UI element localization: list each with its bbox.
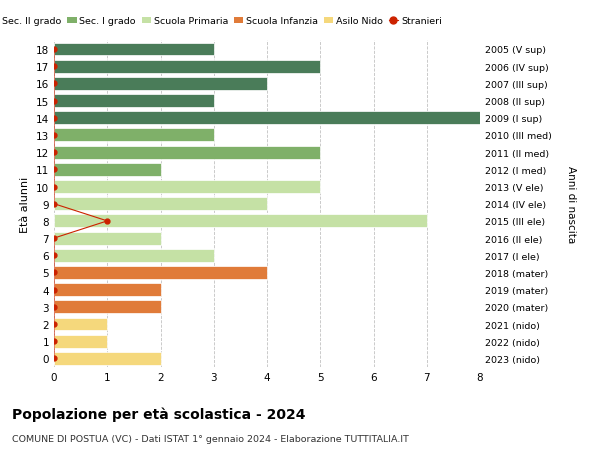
Bar <box>54 232 161 245</box>
Bar <box>54 112 480 125</box>
Text: Popolazione per età scolastica - 2024: Popolazione per età scolastica - 2024 <box>12 406 305 421</box>
Bar <box>54 78 267 90</box>
Bar <box>54 146 320 159</box>
Bar <box>54 163 161 176</box>
Bar <box>54 266 267 279</box>
Bar <box>54 129 214 142</box>
Bar <box>54 249 214 262</box>
Bar <box>54 284 161 297</box>
Bar <box>54 61 320 73</box>
Bar <box>54 335 107 348</box>
Bar <box>54 352 161 365</box>
Y-axis label: Età alunni: Età alunni <box>20 176 31 232</box>
Bar <box>54 318 107 331</box>
Legend: Sec. II grado, Sec. I grado, Scuola Primaria, Scuola Infanzia, Asilo Nido, Stran: Sec. II grado, Sec. I grado, Scuola Prim… <box>0 13 446 30</box>
Y-axis label: Anni di nascita: Anni di nascita <box>566 166 575 243</box>
Text: COMUNE DI POSTUA (VC) - Dati ISTAT 1° gennaio 2024 - Elaborazione TUTTITALIA.IT: COMUNE DI POSTUA (VC) - Dati ISTAT 1° ge… <box>12 434 409 443</box>
Bar <box>54 198 267 211</box>
Bar <box>54 181 320 194</box>
Bar <box>54 215 427 228</box>
Bar <box>54 301 161 313</box>
Bar <box>54 95 214 108</box>
Bar <box>54 44 214 56</box>
